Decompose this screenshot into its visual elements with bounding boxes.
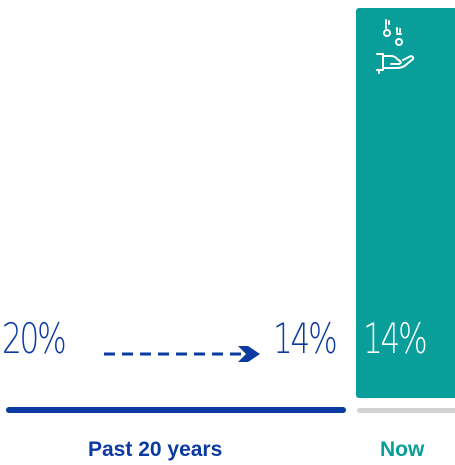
now-period-underline [357,408,455,413]
past-period-underline [6,407,346,413]
past-end-value: 14% [273,314,338,363]
now-period-label: Now [380,438,425,461]
now-value: 14% [363,314,428,363]
hand-with-coins-icon [376,19,415,74]
past-period-label: Past 20 years [88,438,223,461]
dashed-arrow-right-icon [104,346,260,362]
past-start-value: 20% [2,314,67,363]
now-panel [356,8,455,398]
